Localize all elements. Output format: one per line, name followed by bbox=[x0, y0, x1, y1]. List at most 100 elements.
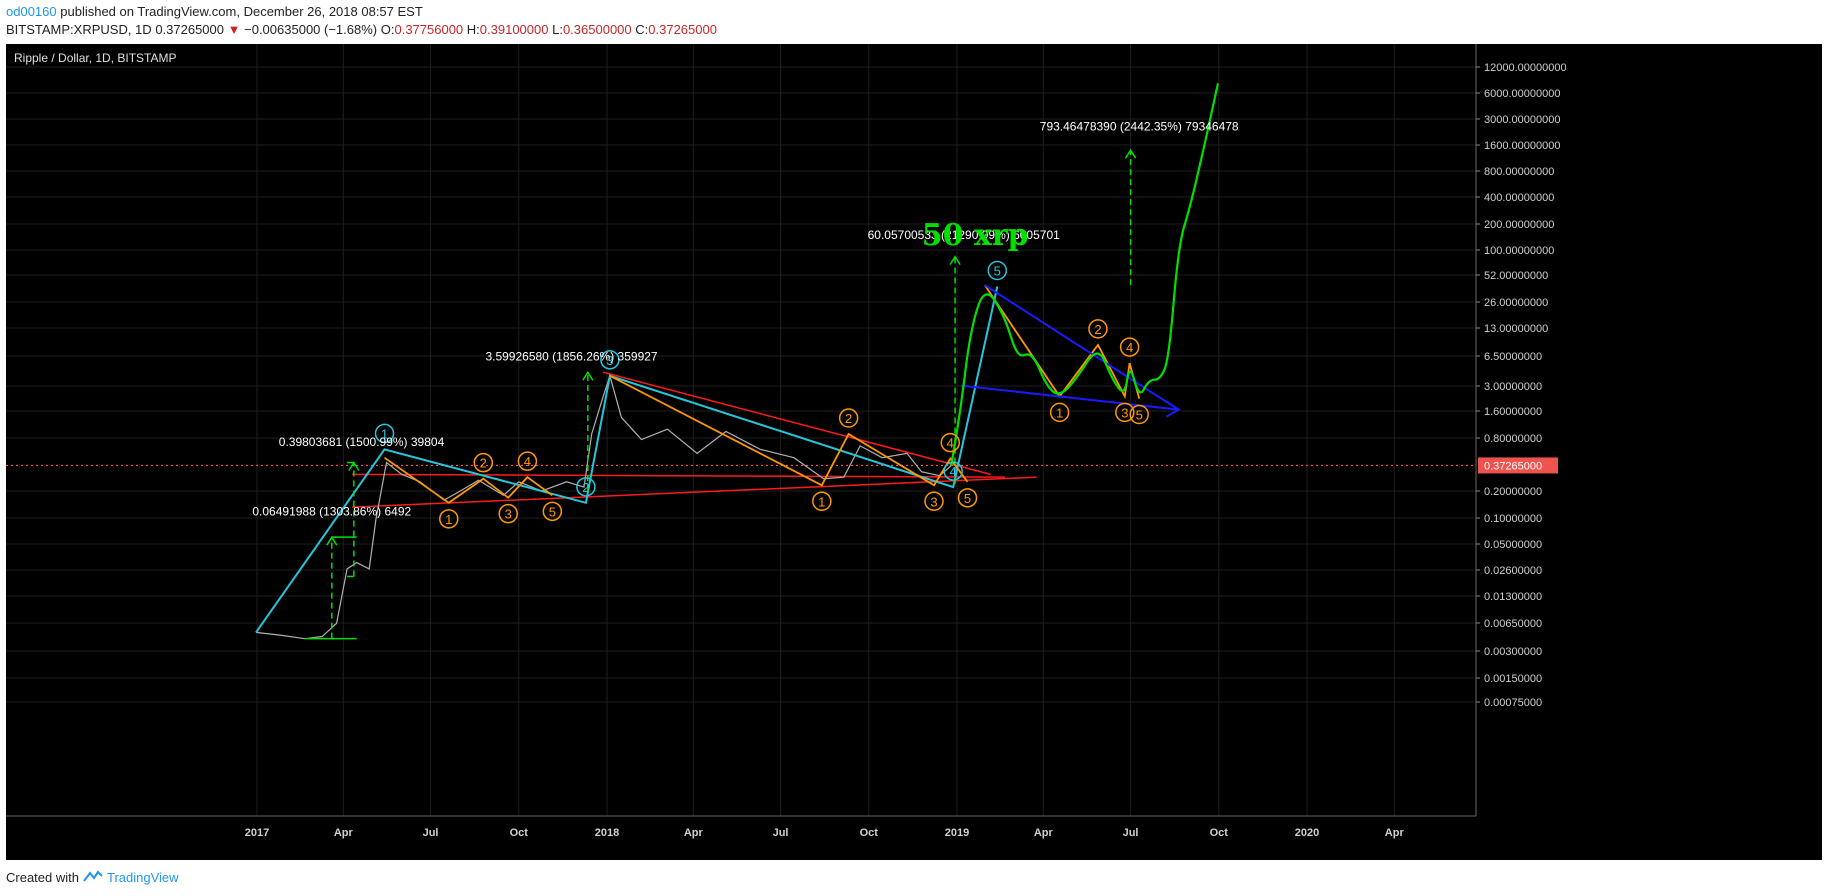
created-with-text: Created with bbox=[6, 870, 79, 885]
down-arrow-icon: ▼ bbox=[227, 22, 241, 37]
triangle-trendline bbox=[351, 473, 1005, 478]
publisher-line: od00160 published on TradingView.com, De… bbox=[6, 4, 423, 19]
forecast-path bbox=[950, 82, 1219, 466]
measure-arrowhead bbox=[348, 461, 360, 471]
y-tick-label: 0.00650000 bbox=[1484, 618, 1542, 630]
wave-label-circle bbox=[1119, 337, 1140, 357]
open-label: O: bbox=[380, 22, 395, 37]
high-label: H: bbox=[466, 22, 480, 37]
cycle-wave-label-circle bbox=[987, 260, 1008, 281]
price-line bbox=[255, 373, 952, 640]
symbol-info-line: BITSTAMP:XRPUSD, 1D 0.37265000 ▼ −0.0063… bbox=[6, 22, 717, 37]
x-tick-label: 2017 bbox=[245, 827, 269, 839]
y-tick-label: 200.00000000 bbox=[1484, 219, 1554, 231]
wave-label: 5 bbox=[1136, 407, 1143, 422]
cycle-wave-label: 5 bbox=[994, 264, 1001, 279]
measure-annotation: 0.39803681 (1500.99%) 39804 bbox=[279, 435, 445, 449]
wave-label: 1 bbox=[818, 494, 825, 509]
wave-label-circle bbox=[498, 503, 518, 524]
wave-label: 3 bbox=[505, 507, 512, 522]
wave-label: 5 bbox=[964, 491, 971, 506]
cycle-wave-label: 1 bbox=[381, 426, 388, 441]
wave-label-circle bbox=[439, 509, 459, 529]
wave-label: 5 bbox=[549, 504, 556, 519]
measure-arrowhead bbox=[582, 370, 594, 381]
wave-label-circle bbox=[940, 432, 961, 453]
x-tick-label: Jul bbox=[423, 827, 439, 839]
wave-label-circle bbox=[838, 408, 859, 428]
wave-label-circle bbox=[957, 488, 978, 508]
y-tick-label: 6.50000000 bbox=[1484, 351, 1542, 363]
published-text: published on TradingView.com, December 2… bbox=[60, 4, 423, 19]
measure-annotation: 3.59926580 (1856.26%) 359927 bbox=[485, 349, 657, 363]
last-price-label: 0.37265000 bbox=[1484, 460, 1542, 472]
footer: Created with TradingView bbox=[6, 870, 179, 885]
handwritten-note: 50 xrp bbox=[922, 218, 1029, 253]
x-tick-label: Jul bbox=[773, 827, 789, 839]
close-value: 0.37265000 bbox=[648, 22, 717, 37]
y-tick-label: 12000.00000000 bbox=[1484, 62, 1567, 74]
last-price: 0.37265000 bbox=[155, 22, 224, 37]
y-tick-label: 26.00000000 bbox=[1484, 297, 1548, 309]
measure-arrowhead bbox=[1124, 148, 1137, 159]
y-tick-label: 0.00150000 bbox=[1484, 673, 1542, 685]
chart-area[interactable]: 24000.00000000 12000.00000000 6000.0000000… bbox=[6, 44, 1822, 860]
price-chart[interactable]: 24000.00000000 12000.00000000 6000.0000000… bbox=[6, 44, 1822, 860]
wave-label: 3 bbox=[1121, 405, 1128, 420]
y-tick-label: 0.10000000 bbox=[1484, 513, 1542, 525]
y-tick-label: 3000.00000000 bbox=[1484, 114, 1560, 126]
y-tick-label: 52.00000000 bbox=[1484, 270, 1548, 282]
x-tick-label: Apr bbox=[1385, 827, 1405, 839]
x-tick-label: Jul bbox=[1123, 827, 1139, 839]
measure-annotation: 0.06491988 (1303.86%) 6492 bbox=[252, 505, 411, 519]
y-tick-label: 0.80000000 bbox=[1484, 433, 1542, 445]
price-change: −0.00635000 (−1.68%) bbox=[244, 22, 378, 37]
y-tick-label: 0.00075000 bbox=[1484, 697, 1542, 709]
wave-label-circle bbox=[812, 491, 832, 512]
triangle-trendline bbox=[351, 476, 1037, 508]
x-tick-label: 2018 bbox=[595, 827, 619, 839]
projection-line bbox=[984, 284, 1180, 411]
y-tick-label: 400.00000000 bbox=[1484, 192, 1554, 204]
wave-label-circle bbox=[542, 501, 563, 522]
x-tick-label: Oct bbox=[510, 827, 529, 839]
wave-label-circle bbox=[1088, 319, 1108, 339]
cycle-wave-label-circle bbox=[943, 461, 963, 481]
chart-title: Ripple / Dollar, 1D, BITSTAMP bbox=[14, 51, 177, 65]
cycle-wave-label: 4 bbox=[950, 464, 957, 479]
wave-label: 1 bbox=[445, 512, 452, 527]
y-tick-label: 3.00000000 bbox=[1484, 381, 1542, 393]
x-tick-label: 2020 bbox=[1295, 827, 1319, 839]
measure-annotation: 793.46478390 (2442.35%) 79346478 bbox=[1040, 119, 1239, 133]
y-tick-label: 0.02600000 bbox=[1484, 565, 1542, 577]
close-label: C: bbox=[635, 22, 649, 37]
author-link[interactable]: od00160 bbox=[6, 4, 57, 19]
wave-path bbox=[383, 456, 553, 504]
open-value: 0.37756000 bbox=[394, 22, 464, 37]
x-tick-label: 2019 bbox=[945, 827, 969, 839]
cycle-wave-label-circle bbox=[374, 423, 395, 444]
y-tick-label: 1600.00000000 bbox=[1484, 140, 1560, 152]
low-value: 0.36500000 bbox=[562, 22, 632, 37]
wave-label-circle bbox=[517, 451, 538, 471]
y-tick-label: 1.60000000 bbox=[1484, 406, 1542, 418]
wave-label-circle bbox=[1049, 402, 1070, 423]
cycle-wave-label: 3 bbox=[606, 353, 613, 368]
y-tick-label: 800.00000000 bbox=[1484, 166, 1554, 178]
tradingview-link[interactable]: TradingView bbox=[106, 870, 179, 885]
cycle-wave-label-circle bbox=[600, 350, 620, 370]
x-tick-label: Oct bbox=[860, 827, 879, 839]
wave-label-circle bbox=[1129, 404, 1149, 425]
high-value: 0.39100000 bbox=[479, 22, 549, 37]
cycle-wave-path bbox=[255, 286, 999, 633]
x-tick-label: Apr bbox=[334, 827, 354, 839]
wave-label: 2 bbox=[845, 411, 852, 426]
measure-annotation: 60.05700533 (21290.99%) 6005701 bbox=[868, 228, 1060, 242]
wave-label: 4 bbox=[947, 436, 954, 451]
wave-label-circle bbox=[1115, 402, 1135, 423]
x-tick-label: Oct bbox=[1210, 827, 1229, 839]
low-label: L: bbox=[552, 22, 563, 37]
symbol-name: BITSTAMP:XRPUSD, 1D bbox=[6, 22, 152, 37]
wave-label-circle bbox=[924, 491, 944, 512]
y-tick-label: 100.00000000 bbox=[1484, 245, 1554, 257]
